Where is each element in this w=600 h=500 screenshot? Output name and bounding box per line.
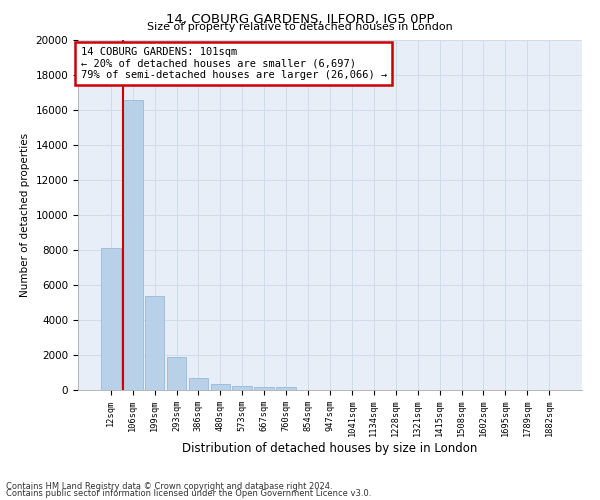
Bar xyxy=(232,386,252,390)
Bar xyxy=(276,387,296,390)
X-axis label: Distribution of detached houses by size in London: Distribution of detached houses by size … xyxy=(182,442,478,455)
Text: Contains HM Land Registry data © Crown copyright and database right 2024.: Contains HM Land Registry data © Crown c… xyxy=(6,482,332,491)
Text: 14 COBURG GARDENS: 101sqm
← 20% of detached houses are smaller (6,697)
79% of se: 14 COBURG GARDENS: 101sqm ← 20% of detac… xyxy=(80,47,387,80)
Bar xyxy=(123,100,143,390)
Bar xyxy=(101,248,121,390)
Y-axis label: Number of detached properties: Number of detached properties xyxy=(20,133,30,297)
Text: Contains public sector information licensed under the Open Government Licence v3: Contains public sector information licen… xyxy=(6,490,371,498)
Bar xyxy=(254,386,274,390)
Bar xyxy=(167,357,187,390)
Bar xyxy=(145,296,164,390)
Bar xyxy=(188,378,208,390)
Text: Size of property relative to detached houses in London: Size of property relative to detached ho… xyxy=(147,22,453,32)
Bar xyxy=(211,384,230,390)
Text: 14, COBURG GARDENS, ILFORD, IG5 0PP: 14, COBURG GARDENS, ILFORD, IG5 0PP xyxy=(166,12,434,26)
